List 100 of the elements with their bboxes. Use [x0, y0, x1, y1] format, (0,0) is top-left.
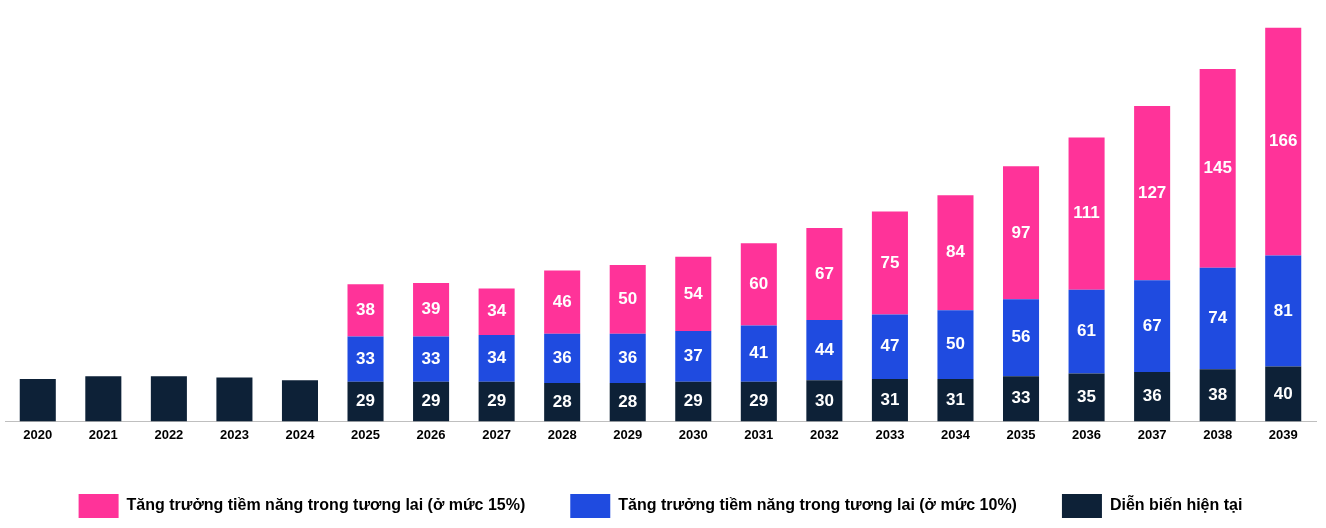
data-label: 97 [1011, 222, 1031, 242]
x-tick-label: 2039 [1268, 426, 1298, 442]
bar [740, 243, 777, 326]
data-label: 111 [1073, 203, 1100, 223]
x-tick-label: 2020 [23, 426, 53, 442]
data-label: 35 [1077, 387, 1097, 407]
x-tick-label: 2033 [875, 426, 905, 442]
bar [806, 228, 843, 320]
x-tick-label: 2034 [941, 426, 971, 442]
bar [675, 256, 712, 331]
data-label: 41 [749, 343, 769, 363]
bar [478, 288, 515, 336]
x-tick-label: 2032 [809, 426, 839, 442]
x-tick-label: 2025 [351, 426, 380, 442]
data-label: 67 [1142, 315, 1162, 335]
bar [675, 330, 712, 382]
data-label: 50 [946, 334, 965, 354]
data-label: 166 [1269, 131, 1298, 151]
data-label: 33 [421, 348, 441, 368]
x-tick-label: 2026 [416, 426, 446, 442]
data-label: 31 [880, 389, 900, 409]
data-label: 29 [356, 391, 375, 411]
data-label: 29 [421, 391, 441, 411]
bar [85, 376, 122, 422]
legend-label: Diễn biến hiện tại [1109, 495, 1243, 514]
bar [216, 377, 253, 422]
data-label: 46 [552, 291, 572, 311]
x-tick-label: 2028 [547, 426, 577, 442]
bar [609, 265, 646, 334]
x-tick-label: 2035 [1006, 426, 1036, 442]
data-label: 36 [552, 348, 572, 368]
bar [1003, 299, 1040, 377]
data-label: 127 [1137, 182, 1167, 202]
bar [1134, 105, 1171, 281]
data-label: 36 [618, 348, 638, 368]
bar [413, 336, 450, 382]
data-label: 37 [683, 345, 703, 365]
bar [1068, 289, 1105, 374]
bar [740, 325, 777, 382]
data-label: 54 [683, 283, 704, 303]
x-tick-label: 2030 [678, 426, 708, 442]
bar [544, 333, 581, 383]
bar [347, 284, 384, 337]
data-label: 39 [421, 299, 441, 319]
bar [1199, 369, 1236, 422]
bar [478, 335, 515, 382]
data-label: 34 [487, 301, 507, 321]
data-label: 28 [552, 391, 572, 411]
data-label: 29 [487, 391, 507, 411]
bar [1068, 373, 1105, 422]
data-label: 38 [356, 300, 375, 320]
bar [609, 333, 646, 383]
x-tick-label: 2024 [285, 426, 316, 442]
bar [544, 270, 581, 334]
data-label: 40 [1273, 383, 1293, 403]
bar [150, 376, 187, 422]
bar [1199, 267, 1236, 370]
legend-label: Tăng trưởng tiềm năng trong tương lai (ở mức 15%) [126, 496, 526, 514]
data-label: 33 [356, 348, 375, 368]
data-label: 38 [1208, 385, 1228, 405]
data-label: 81 [1273, 300, 1293, 320]
bar [1265, 366, 1302, 422]
legend-label: Tăng trưởng tiềm năng trong tương lai (ở mức 10%) [618, 496, 1017, 514]
data-label: 61 [1077, 321, 1097, 341]
x-tick-label: 2021 [88, 426, 118, 442]
bar [1134, 372, 1171, 422]
bar [937, 378, 974, 422]
bar [1134, 280, 1171, 373]
data-label: 75 [880, 252, 900, 272]
x-tick-label: 2031 [744, 426, 774, 442]
data-label: 50 [618, 289, 638, 309]
data-label: 74 [1208, 308, 1228, 328]
x-tick-label: 2037 [1137, 426, 1167, 442]
data-label: 145 [1203, 158, 1232, 178]
bar [1265, 255, 1302, 367]
data-label: 31 [946, 389, 965, 409]
bar [1265, 27, 1302, 256]
data-label: 60 [749, 273, 769, 293]
bar [19, 378, 56, 422]
data-label: 44 [814, 339, 835, 359]
data-label: 56 [1011, 327, 1031, 347]
bar [937, 195, 974, 311]
bar [937, 310, 974, 379]
x-tick-label: 2036 [1072, 426, 1102, 442]
data-label: 29 [683, 391, 703, 411]
bar [1003, 376, 1040, 422]
bar [1068, 137, 1105, 290]
bar [806, 319, 843, 381]
x-tick-label: 2022 [154, 426, 184, 442]
data-label: 47 [880, 336, 900, 356]
bar [871, 211, 908, 315]
data-label: 67 [814, 263, 834, 283]
x-tick-label: 2027 [482, 426, 512, 442]
bar [1199, 68, 1236, 268]
bar [347, 336, 384, 382]
data-label: 34 [487, 348, 507, 368]
bar [871, 314, 908, 379]
x-tick-label: 2029 [613, 426, 643, 442]
data-label: 36 [1142, 386, 1162, 406]
bar [281, 380, 318, 422]
